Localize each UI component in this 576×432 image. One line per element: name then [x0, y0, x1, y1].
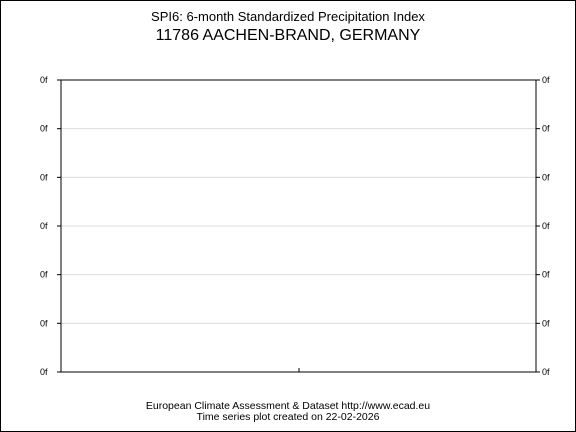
- y-tick-label-right: 0f: [542, 221, 550, 231]
- y-tick-label-right: 0f: [542, 124, 550, 134]
- y-tick-label-left: 0f: [40, 124, 48, 134]
- chart-title: SPI6: 6-month Standardized Precipitation…: [151, 9, 425, 24]
- chart-subtitle: 11786 AACHEN-BRAND, GERMANY: [155, 27, 421, 44]
- y-tick-label-left: 0f: [40, 270, 48, 280]
- y-tick-label-right: 0f: [542, 318, 550, 328]
- y-tick-label-right: 0f: [542, 172, 550, 182]
- y-tick-label-left: 0f: [40, 367, 48, 377]
- y-tick-label-right: 0f: [542, 270, 550, 280]
- y-tick-label-right: 0f: [542, 75, 550, 85]
- y-tick-label-left: 0f: [40, 172, 48, 182]
- y-tick-label-left: 0f: [40, 75, 48, 85]
- y-tick-label-left: 0f: [40, 318, 48, 328]
- footer-credit: European Climate Assessment & Dataset ht…: [145, 400, 431, 412]
- y-tick-label-right: 0f: [542, 367, 550, 377]
- y-tick-label-left: 0f: [40, 221, 48, 231]
- footer-created-date: Time series plot created on 22-02-2026: [196, 411, 380, 423]
